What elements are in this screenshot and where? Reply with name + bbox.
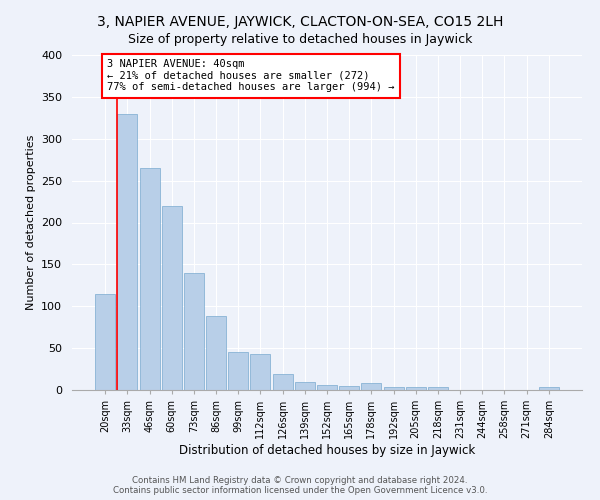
Bar	[228, 352, 248, 390]
Bar	[184, 273, 204, 390]
Bar	[539, 386, 559, 390]
Bar	[295, 382, 315, 390]
Bar	[140, 168, 160, 390]
Bar	[95, 294, 115, 390]
Bar	[383, 386, 404, 390]
Bar	[361, 384, 382, 390]
Bar	[206, 316, 226, 390]
Bar	[317, 385, 337, 390]
Bar	[272, 374, 293, 390]
Bar	[339, 386, 359, 390]
Text: 3, NAPIER AVENUE, JAYWICK, CLACTON-ON-SEA, CO15 2LH: 3, NAPIER AVENUE, JAYWICK, CLACTON-ON-SE…	[97, 15, 503, 29]
Bar	[250, 354, 271, 390]
Text: Contains HM Land Registry data © Crown copyright and database right 2024.
Contai: Contains HM Land Registry data © Crown c…	[113, 476, 487, 495]
Text: Size of property relative to detached houses in Jaywick: Size of property relative to detached ho…	[128, 32, 472, 46]
Bar	[406, 386, 426, 390]
Bar	[428, 386, 448, 390]
Bar	[118, 114, 137, 390]
Bar	[162, 206, 182, 390]
X-axis label: Distribution of detached houses by size in Jaywick: Distribution of detached houses by size …	[179, 444, 475, 457]
Y-axis label: Number of detached properties: Number of detached properties	[26, 135, 35, 310]
Text: 3 NAPIER AVENUE: 40sqm
← 21% of detached houses are smaller (272)
77% of semi-de: 3 NAPIER AVENUE: 40sqm ← 21% of detached…	[107, 59, 394, 92]
